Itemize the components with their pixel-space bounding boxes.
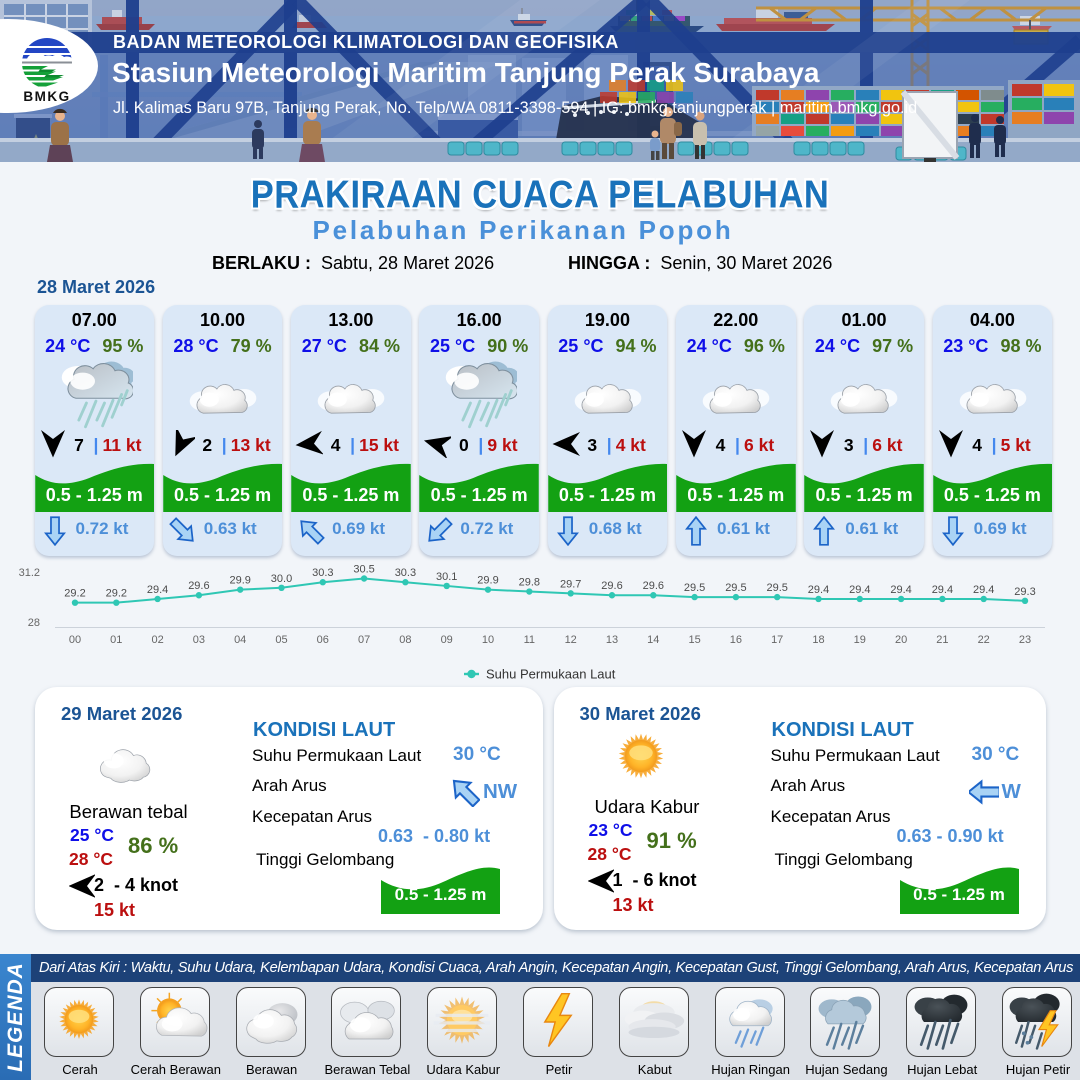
svg-text:01: 01 bbox=[110, 634, 122, 646]
svg-text:02: 02 bbox=[151, 634, 163, 646]
svg-text:21: 21 bbox=[936, 634, 948, 646]
svg-text:30.5: 30.5 bbox=[353, 564, 374, 576]
svg-text:29.9: 29.9 bbox=[477, 575, 498, 587]
svg-text:Suhu Permukaan Laut: Suhu Permukaan Laut bbox=[486, 667, 616, 682]
svg-text:30.3: 30.3 bbox=[395, 567, 416, 579]
svg-text:12: 12 bbox=[565, 634, 577, 646]
svg-text:29.4: 29.4 bbox=[849, 584, 870, 596]
svg-text:15: 15 bbox=[688, 634, 700, 646]
svg-text:29.5: 29.5 bbox=[684, 582, 705, 594]
svg-text:29.2: 29.2 bbox=[106, 588, 127, 600]
svg-text:29.6: 29.6 bbox=[643, 580, 664, 592]
svg-text:09: 09 bbox=[441, 634, 453, 646]
svg-text:28: 28 bbox=[28, 617, 40, 629]
svg-text:14: 14 bbox=[647, 634, 659, 646]
svg-text:29.6: 29.6 bbox=[188, 580, 209, 592]
svg-text:06: 06 bbox=[317, 634, 329, 646]
svg-text:30.1: 30.1 bbox=[436, 571, 457, 583]
svg-text:16: 16 bbox=[730, 634, 742, 646]
svg-text:11: 11 bbox=[524, 634, 535, 646]
svg-text:29.4: 29.4 bbox=[973, 584, 994, 596]
svg-text:29.4: 29.4 bbox=[808, 584, 829, 596]
svg-text:17: 17 bbox=[771, 634, 783, 646]
svg-text:29.5: 29.5 bbox=[725, 582, 746, 594]
svg-text:31.2: 31.2 bbox=[19, 567, 40, 579]
svg-text:29.5: 29.5 bbox=[766, 582, 787, 594]
svg-text:30.0: 30.0 bbox=[271, 573, 292, 585]
svg-text:13: 13 bbox=[606, 634, 618, 646]
svg-text:20: 20 bbox=[895, 634, 907, 646]
svg-text:07: 07 bbox=[358, 634, 370, 646]
svg-text:29.4: 29.4 bbox=[147, 584, 168, 596]
svg-text:29.3: 29.3 bbox=[1014, 586, 1035, 598]
svg-text:04: 04 bbox=[234, 634, 246, 646]
svg-text:00: 00 bbox=[69, 634, 81, 646]
svg-text:10: 10 bbox=[482, 634, 494, 646]
svg-text:29.4: 29.4 bbox=[932, 584, 953, 596]
svg-text:05: 05 bbox=[275, 634, 287, 646]
svg-text:19: 19 bbox=[854, 634, 866, 646]
svg-text:23: 23 bbox=[1019, 634, 1031, 646]
svg-text:29.6: 29.6 bbox=[601, 580, 622, 592]
svg-text:08: 08 bbox=[399, 634, 411, 646]
svg-text:29.2: 29.2 bbox=[64, 588, 85, 600]
svg-text:29.8: 29.8 bbox=[519, 577, 540, 589]
svg-text:29.9: 29.9 bbox=[229, 575, 250, 587]
svg-text:BMKG: BMKG bbox=[23, 89, 70, 104]
svg-text:18: 18 bbox=[812, 634, 824, 646]
svg-text:29.7: 29.7 bbox=[560, 578, 581, 590]
svg-text:22: 22 bbox=[978, 634, 990, 646]
svg-text:29.4: 29.4 bbox=[890, 584, 911, 596]
svg-text:03: 03 bbox=[193, 634, 205, 646]
svg-text:30.3: 30.3 bbox=[312, 567, 333, 579]
